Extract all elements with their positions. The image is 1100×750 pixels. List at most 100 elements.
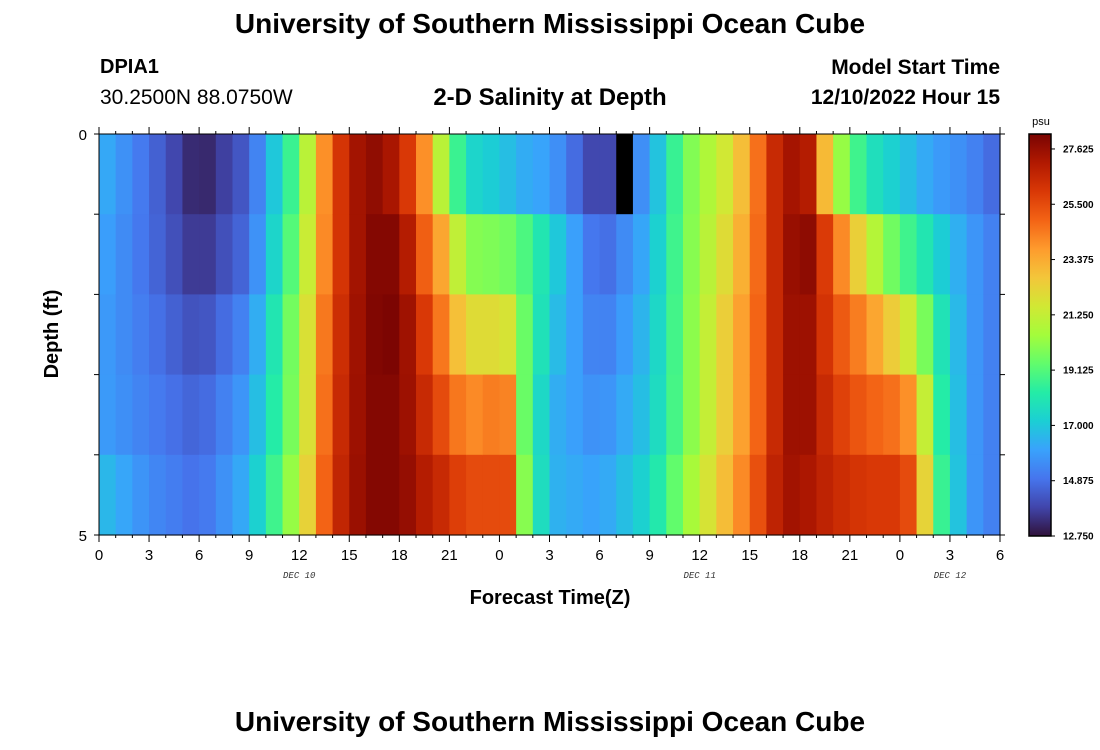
heatmap-cell xyxy=(482,214,501,295)
heatmap-cell xyxy=(349,214,367,295)
page-title: University of Southern Mississippi Ocean… xyxy=(234,8,866,39)
x-tick-label: 9 xyxy=(645,547,653,564)
heatmap-cell xyxy=(983,454,1001,536)
heatmap-cell xyxy=(883,134,901,215)
heatmap-cell xyxy=(466,374,484,456)
heatmap-cell xyxy=(365,454,384,536)
heatmap-cell xyxy=(566,134,584,215)
heatmap-cell xyxy=(549,294,567,376)
heatmap-cell xyxy=(516,214,534,295)
day-label: DEC 11 xyxy=(683,571,715,581)
heatmap-cell xyxy=(165,214,184,295)
heatmap-cell xyxy=(299,374,317,456)
heatmap-cell xyxy=(516,294,534,376)
heatmap-cell xyxy=(949,454,968,536)
heatmap-cell xyxy=(749,294,768,376)
heatmap-cell xyxy=(516,134,534,215)
heatmap-cell xyxy=(182,294,200,376)
heatmap-cell xyxy=(232,294,250,376)
heatmap-cell xyxy=(199,134,217,215)
x-tick-label: 0 xyxy=(95,547,103,564)
heatmap-cell xyxy=(215,454,234,536)
heatmap-cell xyxy=(382,374,400,456)
heatmap-cell xyxy=(99,454,117,536)
heatmap-cell xyxy=(299,214,317,295)
heatmap-cell xyxy=(666,294,684,376)
heatmap-cell xyxy=(632,454,651,536)
heatmap-cell xyxy=(315,294,334,376)
heatmap-cell xyxy=(332,374,350,456)
heatmap-cell xyxy=(332,294,350,376)
x-tick-label: 6 xyxy=(195,547,203,564)
heatmap-cell xyxy=(115,454,133,536)
heatmap-cell xyxy=(449,294,467,376)
heatmap-cell xyxy=(966,294,984,376)
heatmap-cell xyxy=(582,294,601,376)
x-tick-label: 15 xyxy=(741,547,758,564)
heatmap-cell xyxy=(482,374,501,456)
heatmap-cell xyxy=(632,214,651,295)
heatmap-cell xyxy=(265,374,284,456)
heatmap-cell xyxy=(282,454,300,536)
x-axis-label: Forecast Time(Z) xyxy=(470,587,631,609)
heatmap-cell xyxy=(265,454,284,536)
heatmap-cell xyxy=(866,454,884,536)
heatmap-cell xyxy=(182,134,200,215)
y-axis: 05 xyxy=(79,127,1005,545)
heatmap-cell xyxy=(783,454,801,536)
heatmap-cell xyxy=(149,214,167,295)
heatmap-cell xyxy=(799,214,818,295)
x-tick-label: 0 xyxy=(495,547,503,564)
heatmap-cell xyxy=(399,294,417,376)
heatmap-cell xyxy=(482,454,501,536)
heatmap-cell xyxy=(365,294,384,376)
heatmap-cell xyxy=(349,134,367,215)
heatmap-cell xyxy=(215,134,234,215)
heatmap-cell xyxy=(149,134,167,215)
day-label: DEC 10 xyxy=(283,571,316,581)
heatmap-cell xyxy=(966,134,984,215)
heatmap-cell xyxy=(199,454,217,536)
heatmap-cell xyxy=(682,214,701,295)
heatmap-cell xyxy=(733,214,751,295)
x-tick-label: 12 xyxy=(291,547,308,564)
heatmap-cell xyxy=(115,214,133,295)
heatmap-cell xyxy=(916,374,934,456)
heatmap-cell xyxy=(883,214,901,295)
heatmap-cell xyxy=(883,374,901,456)
heatmap-cell xyxy=(949,374,968,456)
heatmap-cell xyxy=(899,294,918,376)
heatmap-cell xyxy=(165,294,184,376)
heatmap-cell xyxy=(149,454,167,536)
heatmap-cell xyxy=(365,374,384,456)
heatmap-cell xyxy=(399,134,417,215)
heatmap-cell xyxy=(365,214,384,295)
heatmap-cell xyxy=(315,134,334,215)
x-tick-label: 3 xyxy=(145,547,153,564)
heatmap-cell xyxy=(616,374,634,456)
heatmap-cell xyxy=(449,374,467,456)
heatmap-cell xyxy=(849,294,868,376)
heatmap-cell xyxy=(766,214,784,295)
heatmap-cell xyxy=(265,294,284,376)
colorbar-tick-label: 25.500 xyxy=(1063,200,1094,211)
heatmap-cell xyxy=(299,454,317,536)
heatmap-cell xyxy=(282,214,300,295)
heatmap-cell xyxy=(115,294,133,376)
heatmap-cell xyxy=(632,294,651,376)
heatmap-cell xyxy=(499,294,517,376)
heatmap-cell xyxy=(416,454,434,536)
x-tick-label: 18 xyxy=(791,547,808,564)
heatmap-cell xyxy=(232,374,250,456)
heatmap-cell xyxy=(983,374,1001,456)
heatmap-cell xyxy=(382,134,400,215)
heatmap-cell xyxy=(966,374,984,456)
heatmap-cell xyxy=(466,294,484,376)
heatmap-cell xyxy=(733,374,751,456)
heatmap-cell xyxy=(232,214,250,295)
heatmap-cell xyxy=(499,454,517,536)
heatmap-cell xyxy=(132,454,150,536)
heatmap-cell xyxy=(816,214,834,295)
heatmap-cell xyxy=(566,214,584,295)
heatmap-cell xyxy=(766,454,784,536)
